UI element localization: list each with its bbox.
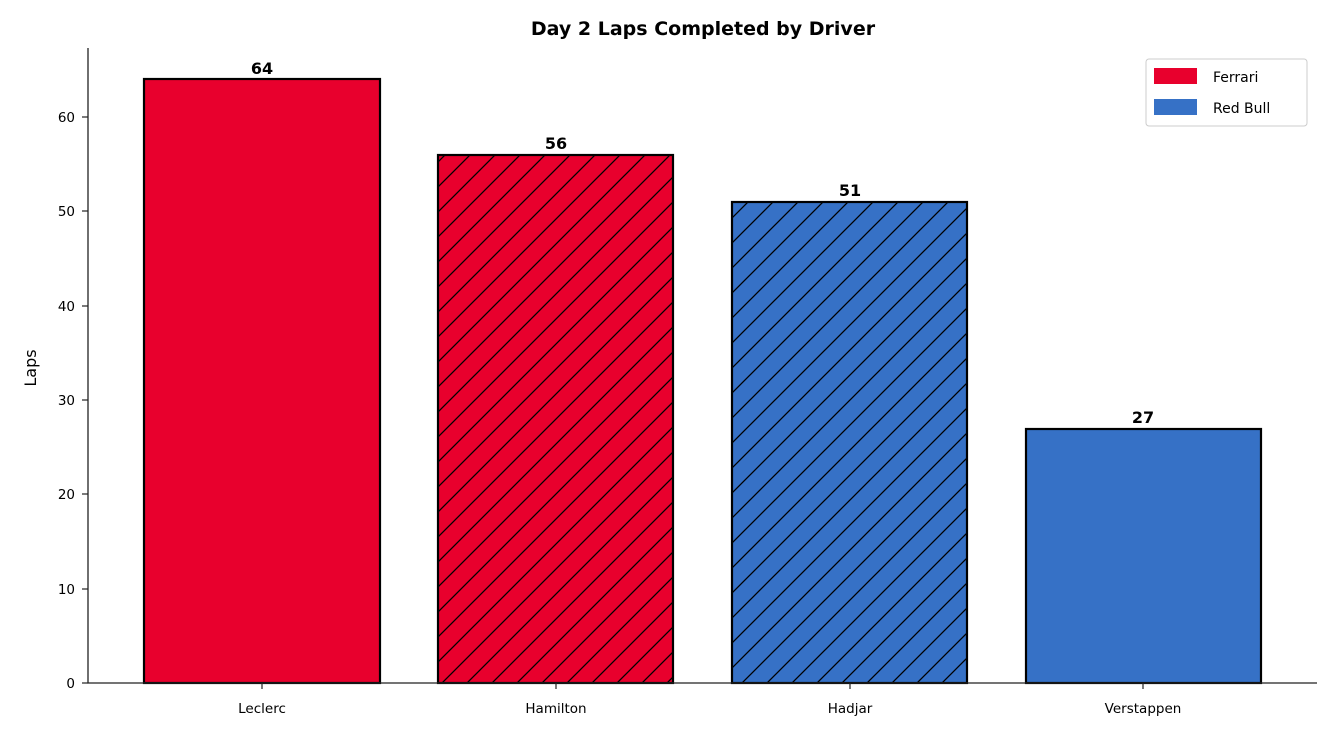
legend-label-ferrari: Ferrari: [1213, 70, 1258, 86]
legend: Ferrari Red Bull: [1145, 58, 1308, 127]
x-tick-label-hamilton: Hamilton: [525, 701, 586, 717]
bar-verstappen: [1024, 427, 1263, 685]
y-tick-label: 10: [58, 582, 75, 598]
y-tick-label: 40: [58, 299, 75, 315]
value-label-hamilton: 56: [545, 134, 567, 153]
y-tick-label: 30: [58, 393, 75, 409]
y-tick-label: 50: [58, 204, 75, 220]
bar-hadjar: [730, 200, 969, 685]
y-tick-label: 0: [66, 676, 75, 692]
y-tick-label: 60: [58, 110, 75, 126]
bar-hamilton: [436, 153, 675, 685]
y-tick-label: 20: [58, 487, 75, 503]
value-label-verstappen: 27: [1132, 408, 1154, 427]
y-axis-label: Laps: [21, 349, 40, 386]
legend-label-redbull: Red Bull: [1213, 101, 1270, 117]
legend-swatch-redbull: [1154, 99, 1197, 115]
value-label-leclerc: 64: [251, 59, 273, 78]
y-ticks: [82, 116, 88, 684]
chart-title: Day 2 Laps Completed by Driver: [531, 18, 876, 40]
x-tick-label-hadjar: Hadjar: [828, 701, 873, 717]
x-tick-label-leclerc: Leclerc: [238, 701, 286, 717]
x-tick-label-verstappen: Verstappen: [1105, 701, 1182, 717]
x-ticks: [261, 683, 1144, 689]
legend-swatch-ferrari: [1154, 68, 1197, 84]
value-label-hadjar: 51: [839, 181, 861, 200]
bar-leclerc: [142, 77, 382, 685]
